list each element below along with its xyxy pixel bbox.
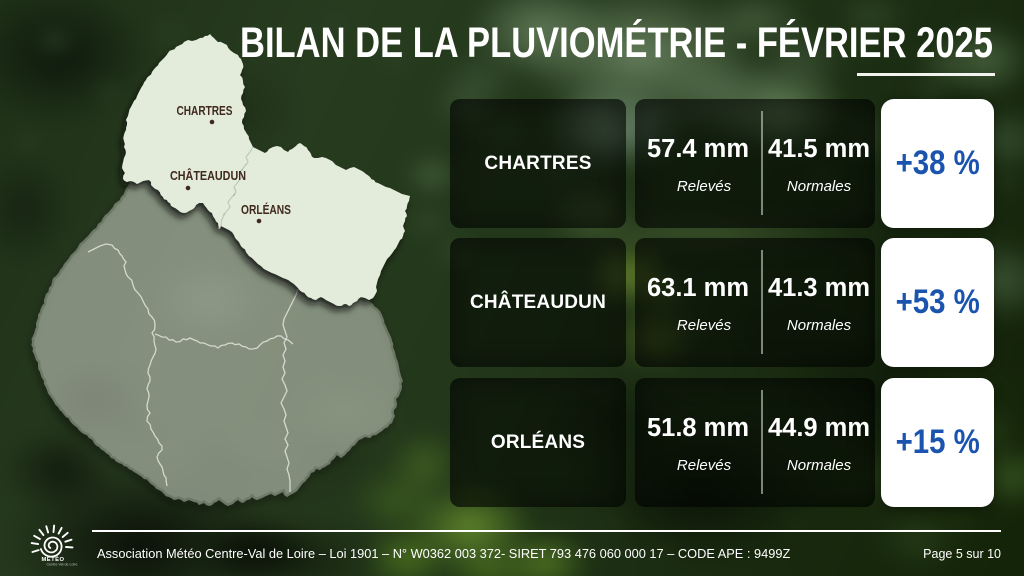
svg-text:MÉTÉO: MÉTÉO (41, 555, 64, 563)
svg-text:ORLÉANS: ORLÉANS (241, 202, 291, 217)
svg-text:CHARTRES: CHARTRES (177, 103, 233, 118)
svg-text:Centre-Val de Loire: Centre-Val de Loire (47, 563, 78, 567)
svg-text:CHÂTEAUDUN: CHÂTEAUDUN (170, 168, 246, 183)
